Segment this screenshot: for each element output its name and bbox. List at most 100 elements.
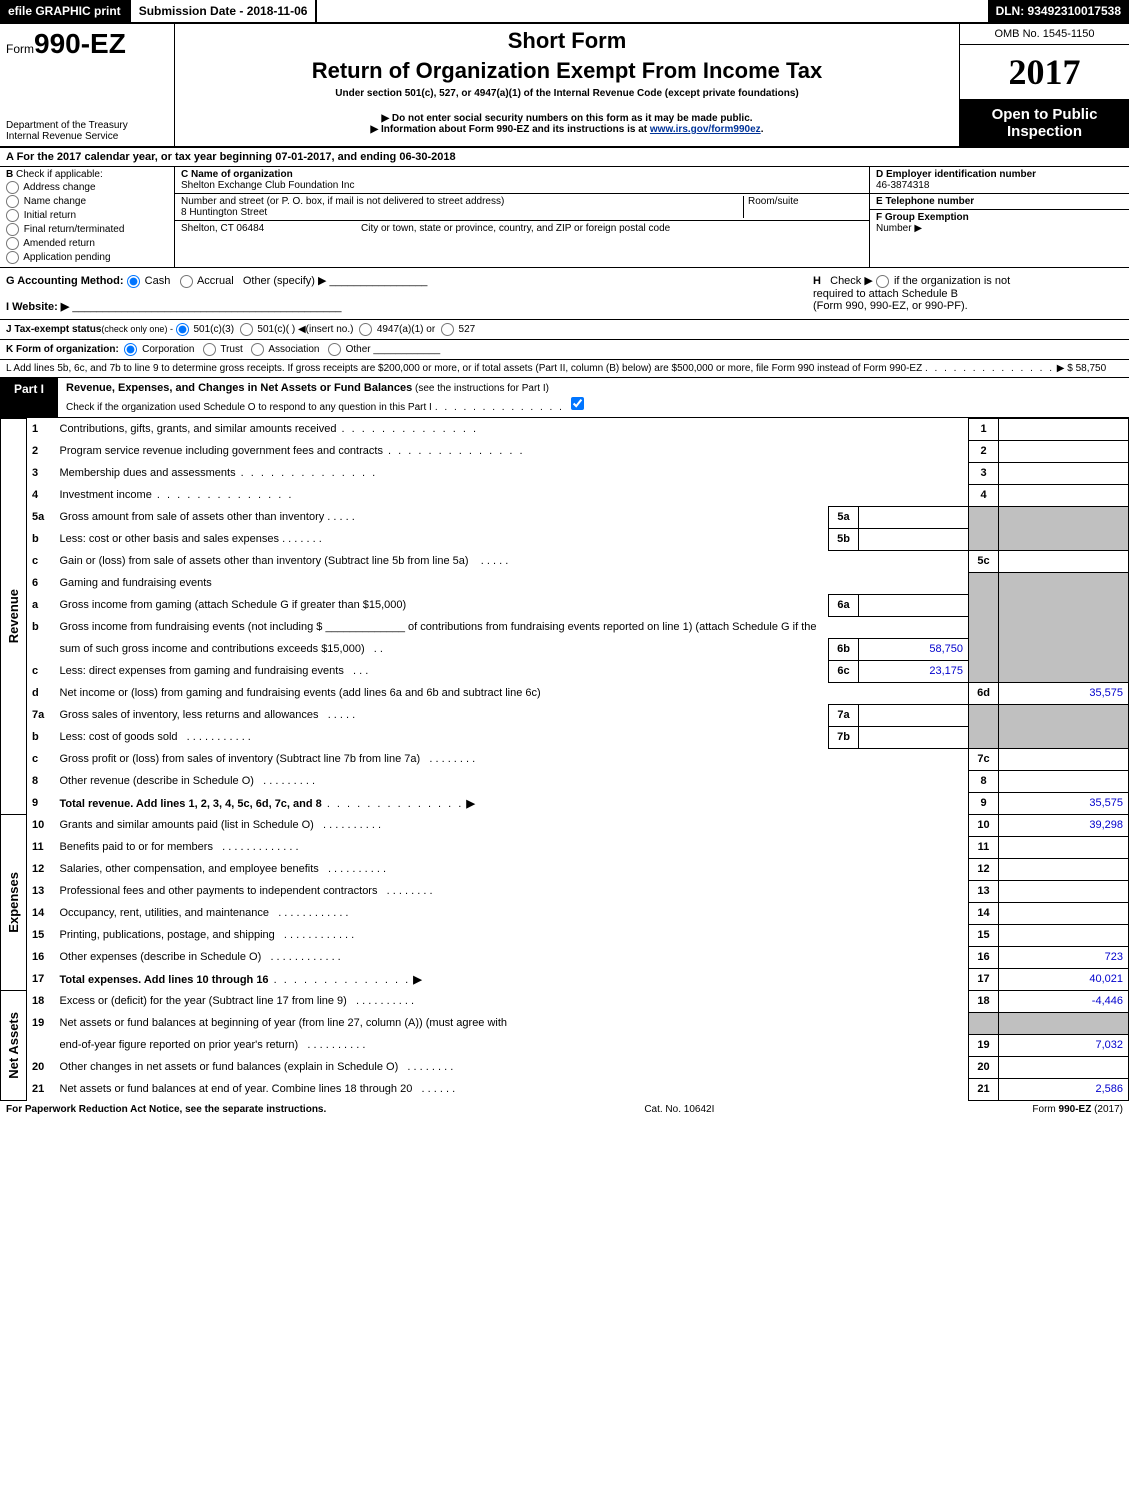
section-bcdef: B Check if applicable: Address change Na… bbox=[0, 167, 1129, 268]
line-19-1: 19 Net assets or fund balances at beginn… bbox=[1, 1012, 1129, 1034]
g-cash: Cash bbox=[145, 275, 171, 287]
chk-initial-return: Initial return bbox=[6, 209, 168, 222]
line-20: 20 Other changes in net assets or fund b… bbox=[1, 1056, 1129, 1078]
chk-application-pending: Application pending bbox=[6, 251, 168, 264]
note-info: ▶ Information about Form 990-EZ and its … bbox=[181, 124, 953, 135]
radio-accrual[interactable] bbox=[180, 275, 193, 288]
header-right: OMB No. 1545-1150 2017 Open to Public In… bbox=[959, 24, 1129, 146]
line-21: 21 Net assets or fund balances at end of… bbox=[1, 1078, 1129, 1100]
k-o4: Other bbox=[346, 344, 371, 355]
part1-tab: Part I bbox=[0, 378, 58, 417]
part1-title: Revenue, Expenses, and Changes in Net As… bbox=[58, 378, 1129, 417]
radio-4947[interactable] bbox=[359, 323, 372, 336]
line-19-2: end-of-year figure reported on prior yea… bbox=[1, 1034, 1129, 1056]
dept-treasury: Department of the Treasury bbox=[6, 120, 168, 131]
part1-check: Check if the organization used Schedule … bbox=[66, 402, 432, 413]
d-row: D Employer identification number 46-3874… bbox=[870, 167, 1129, 194]
j-label: J Tax-exempt status bbox=[6, 324, 101, 335]
header-center: Short Form Return of Organization Exempt… bbox=[175, 24, 959, 146]
radio-name-change[interactable] bbox=[6, 195, 19, 208]
c-name-row: C Name of organization Shelton Exchange … bbox=[175, 167, 869, 194]
radio-corp[interactable] bbox=[124, 343, 137, 356]
grey-cell bbox=[969, 506, 999, 550]
open-line2: Inspection bbox=[966, 123, 1123, 140]
j-sub: (check only one) - bbox=[101, 324, 173, 334]
footer-right: Form 990-EZ (2017) bbox=[1032, 1104, 1123, 1115]
ein-value: 46-3874318 bbox=[876, 180, 1123, 191]
l-amount: ▶ $ 58,750 bbox=[1057, 363, 1106, 374]
line-9: 9 Total revenue. Add lines 1, 2, 3, 4, 5… bbox=[1, 792, 1129, 814]
note-info-post: . bbox=[761, 124, 764, 135]
main-title: Return of Organization Exempt From Incom… bbox=[181, 58, 953, 84]
dots-icon bbox=[435, 402, 564, 413]
check-schedule-o[interactable] bbox=[571, 397, 584, 410]
form-header: Form990-EZ Department of the Treasury In… bbox=[0, 24, 1129, 148]
radio-assoc[interactable] bbox=[251, 343, 264, 356]
revenue-label: Revenue bbox=[1, 418, 27, 814]
chk-name-change: Name change bbox=[6, 195, 168, 208]
b-letter: B bbox=[6, 169, 13, 180]
i-row: I Website: ▶ ___________________________… bbox=[6, 300, 813, 313]
k-o1: Corporation bbox=[142, 344, 194, 355]
g-row: G Accounting Method: Cash Accrual Other … bbox=[6, 274, 813, 288]
radio-address-change[interactable] bbox=[6, 181, 19, 194]
j-o4: 527 bbox=[459, 324, 476, 335]
row-a-end: 06-30-2018 bbox=[399, 151, 455, 163]
column-b: B Check if applicable: Address change Na… bbox=[0, 167, 175, 267]
spacer bbox=[317, 0, 987, 22]
footer-right-post: (2017) bbox=[1091, 1104, 1123, 1115]
expenses-label: Expenses bbox=[1, 814, 27, 990]
radio-501c3[interactable] bbox=[176, 323, 189, 336]
tax-year: 2017 bbox=[960, 45, 1129, 100]
grey-cell bbox=[999, 1012, 1129, 1034]
g-label: G Accounting Method: bbox=[6, 275, 124, 287]
radio-final-return[interactable] bbox=[6, 223, 19, 236]
j-o3: 4947(a)(1) or bbox=[377, 324, 435, 335]
row-a-tax-year: A For the 2017 calendar year, or tax yea… bbox=[0, 148, 1129, 167]
arrow-icon: ▶ bbox=[413, 974, 421, 986]
grey-cell bbox=[969, 1012, 999, 1034]
line-13: 13 Professional fees and other payments … bbox=[1, 880, 1129, 902]
h-row: H Check ▶ if the organization is not req… bbox=[813, 274, 1123, 313]
radio-other-org[interactable] bbox=[328, 343, 341, 356]
radio-501c[interactable] bbox=[240, 323, 253, 336]
grey-cell bbox=[999, 704, 1129, 748]
b-check-label: Check if applicable: bbox=[16, 169, 103, 180]
lines-table: Revenue 1 Contributions, gifts, grants, … bbox=[0, 418, 1129, 1101]
footer-right-form: 990-EZ bbox=[1059, 1104, 1092, 1115]
radio-cash[interactable] bbox=[127, 275, 140, 288]
line-5a: 5a Gross amount from sale of assets othe… bbox=[1, 506, 1129, 528]
radio-527[interactable] bbox=[441, 323, 454, 336]
line-14: 14 Occupancy, rent, utilities, and maint… bbox=[1, 902, 1129, 924]
note-info-pre: ▶ Information about Form 990-EZ and its … bbox=[371, 124, 650, 135]
i-label: I Website: ▶ bbox=[6, 301, 69, 313]
line-2: 2 Program service revenue including gove… bbox=[1, 440, 1129, 462]
chk-final-return: Final return/terminated bbox=[6, 223, 168, 236]
row-gi-left: G Accounting Method: Cash Accrual Other … bbox=[6, 274, 813, 313]
column-def: D Employer identification number 46-3874… bbox=[869, 167, 1129, 267]
irs-link[interactable]: www.irs.gov/form990ez bbox=[650, 124, 761, 135]
radio-application-pending[interactable] bbox=[6, 251, 19, 264]
short-form-label: Short Form bbox=[181, 28, 953, 54]
c-addr-label: Number and street (or P. O. box, if mail… bbox=[181, 196, 743, 207]
radio-amended-return[interactable] bbox=[6, 237, 19, 250]
row-j: J Tax-exempt status(check only one) - 50… bbox=[0, 320, 1129, 340]
row-a-mid: , and ending bbox=[331, 151, 399, 163]
line-7c: c Gross profit or (loss) from sales of i… bbox=[1, 748, 1129, 770]
row-k: K Form of organization: Corporation Trus… bbox=[0, 340, 1129, 360]
radio-h-check[interactable] bbox=[876, 275, 889, 288]
radio-trust[interactable] bbox=[203, 343, 216, 356]
grey-cell bbox=[999, 506, 1129, 550]
org-name: Shelton Exchange Club Foundation Inc bbox=[181, 180, 863, 191]
radio-initial-return[interactable] bbox=[6, 209, 19, 222]
line-4: 4 Investment income 4 bbox=[1, 484, 1129, 506]
c-name-label: C Name of organization bbox=[181, 169, 863, 180]
g-other: Other (specify) ▶ bbox=[243, 275, 327, 287]
j-o2: 501(c)( ) ◀(insert no.) bbox=[257, 324, 353, 335]
footer-left: For Paperwork Reduction Act Notice, see … bbox=[6, 1104, 326, 1115]
h-text3: required to attach Schedule B bbox=[813, 288, 958, 300]
line-3: 3 Membership dues and assessments 3 bbox=[1, 462, 1129, 484]
line-7b: b Less: cost of goods sold . . . . . . .… bbox=[1, 726, 1129, 748]
line-5c: c Gain or (loss) from sale of assets oth… bbox=[1, 550, 1129, 572]
row-a-begin: 07-01-2017 bbox=[275, 151, 331, 163]
